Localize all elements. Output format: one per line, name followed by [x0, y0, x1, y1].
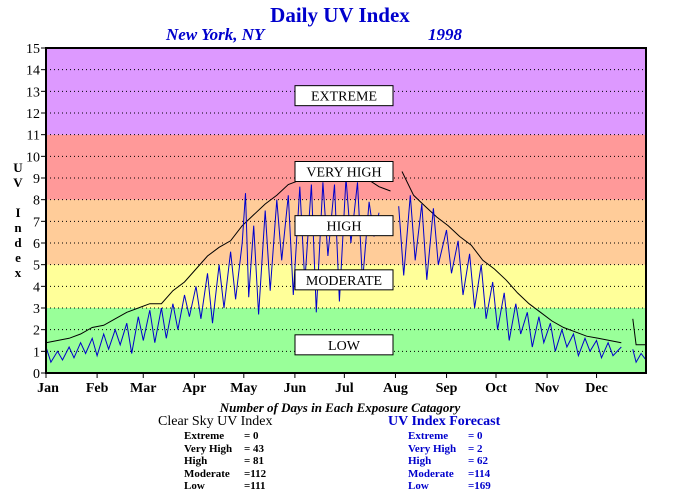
stat-value: = 0	[468, 430, 483, 442]
stat-label: High	[184, 455, 208, 467]
stat-label: Low	[184, 480, 205, 492]
forecast-series-line	[45, 177, 647, 364]
x-tick-label: Jun	[284, 381, 307, 396]
forecast-stats-title: UV Index Forecast	[388, 414, 501, 429]
band-label-high: HIGH	[294, 215, 394, 237]
y-tick-label: 6	[33, 237, 40, 252]
stat-label: Very High	[408, 442, 457, 455]
stat-value: =112	[244, 467, 267, 480]
band-label-text: MODERATE	[306, 274, 382, 289]
y-tick-label: 12	[26, 107, 40, 122]
y-tick-label: 5	[33, 259, 40, 274]
stat-value: =111	[244, 480, 266, 492]
year-subtitle: 1998	[428, 25, 462, 44]
x-tick-label: Jan	[37, 381, 59, 396]
band-label-text: VERY HIGH	[306, 166, 381, 181]
band-label-box	[294, 334, 394, 356]
stat-value: = 43	[244, 442, 265, 455]
stat-row: Moderate =114	[408, 468, 508, 481]
series-lines	[45, 170, 647, 364]
x-tick-label: Oct	[485, 381, 507, 396]
band-label-box	[294, 161, 394, 182]
y-tick-label: 14	[26, 64, 40, 79]
stat-value: =114	[468, 467, 491, 480]
y-tick-label: 10	[26, 150, 40, 165]
y-tick-label: 7	[33, 215, 40, 230]
stat-label: Moderate	[184, 467, 230, 480]
stat-row: Extreme = 0	[408, 430, 508, 443]
stat-row: Low =169	[408, 480, 508, 493]
x-tick-label: Jul	[335, 381, 354, 396]
y-tick-label: 15	[26, 42, 40, 57]
stat-value: = 62	[468, 455, 489, 467]
band-label-very-high: VERY HIGH	[294, 161, 394, 182]
x-tick-label: Dec	[585, 381, 608, 396]
y-axis-label-char: V	[13, 175, 23, 190]
y-tick-label: 13	[26, 85, 40, 100]
location-subtitle: New York, NY	[166, 25, 265, 44]
y-axis-label-char: U	[13, 160, 23, 175]
x-tick-label: Aug	[383, 381, 408, 396]
stat-row: Very High = 43	[184, 443, 284, 456]
band-label-box	[294, 85, 394, 107]
stat-label: Extreme	[184, 430, 225, 442]
y-axis-label-char: I	[15, 205, 21, 220]
y-tick-label: 2	[33, 324, 40, 339]
stat-label: High	[408, 455, 432, 467]
stat-value: =169	[468, 480, 491, 492]
y-tick-label: 9	[33, 172, 40, 187]
stat-value: = 81	[244, 455, 265, 467]
band-labels: LOW MODERATE HIGH VERY HIGH EXTREME	[294, 85, 394, 356]
band-label-text: LOW	[328, 339, 361, 354]
stats-caption: Number of Days in Each Exposure Catagory	[219, 400, 461, 415]
plot-frame	[45, 47, 647, 374]
x-tick-label: Apr	[182, 381, 206, 396]
band-label-text: HIGH	[327, 220, 362, 235]
y-tick-label: 4	[33, 280, 40, 295]
stat-row: High = 62	[408, 455, 508, 468]
y-axis-label-char: x	[14, 265, 22, 280]
x-tick-label: Sep	[436, 381, 458, 396]
stat-row: High = 81	[184, 455, 284, 468]
y-axis-label-char: e	[15, 250, 21, 265]
y-tick-label: 11	[27, 129, 40, 144]
stat-value: = 0	[244, 430, 259, 442]
stat-label: Extreme	[408, 430, 449, 442]
band-label-moderate: MODERATE	[294, 269, 394, 291]
chart-title: Daily UV Index	[270, 3, 410, 27]
axes	[45, 47, 647, 374]
x-tick-labels: Jan Feb Mar Apr May Jun Jul Aug Sep Oct Nov Dec	[37, 373, 608, 396]
clear-sky-stats: Extreme = 0 Very High = 43 High = 81 Modera…	[184, 430, 284, 493]
band-label-low: LOW	[294, 334, 394, 356]
y-tick-label: 8	[33, 194, 40, 209]
y-axis-label-char: n	[14, 220, 22, 235]
stat-label: Low	[408, 480, 429, 492]
clear-sky-stats-title: Clear Sky UV Index	[158, 414, 273, 429]
forecast-stats: Extreme = 0 Very High = 2 High = 62 Moderat…	[408, 430, 508, 493]
band-label-box	[294, 215, 394, 237]
x-tick-label: May	[230, 381, 257, 396]
stat-value: = 2	[468, 442, 483, 455]
y-tick-label: 3	[33, 302, 40, 317]
x-tick-label: Feb	[86, 381, 109, 396]
x-tick-label: Mar	[130, 381, 156, 396]
band-label-text: EXTREME	[311, 90, 377, 105]
y-tick-label: 1	[33, 345, 40, 360]
stat-row: Very High = 2	[408, 443, 508, 456]
stat-row: Low =111	[184, 480, 284, 493]
stat-label: Very High	[184, 442, 233, 455]
stat-label: Moderate	[408, 467, 454, 480]
y-axis-label-char: d	[14, 235, 22, 250]
stat-row: Extreme = 0	[184, 430, 284, 443]
band-label-extreme: EXTREME	[294, 85, 394, 107]
y-tick-label: 0	[33, 367, 40, 382]
band-label-box	[294, 269, 394, 291]
x-tick-label: Nov	[535, 381, 559, 396]
stat-row: Moderate =112	[184, 468, 284, 481]
